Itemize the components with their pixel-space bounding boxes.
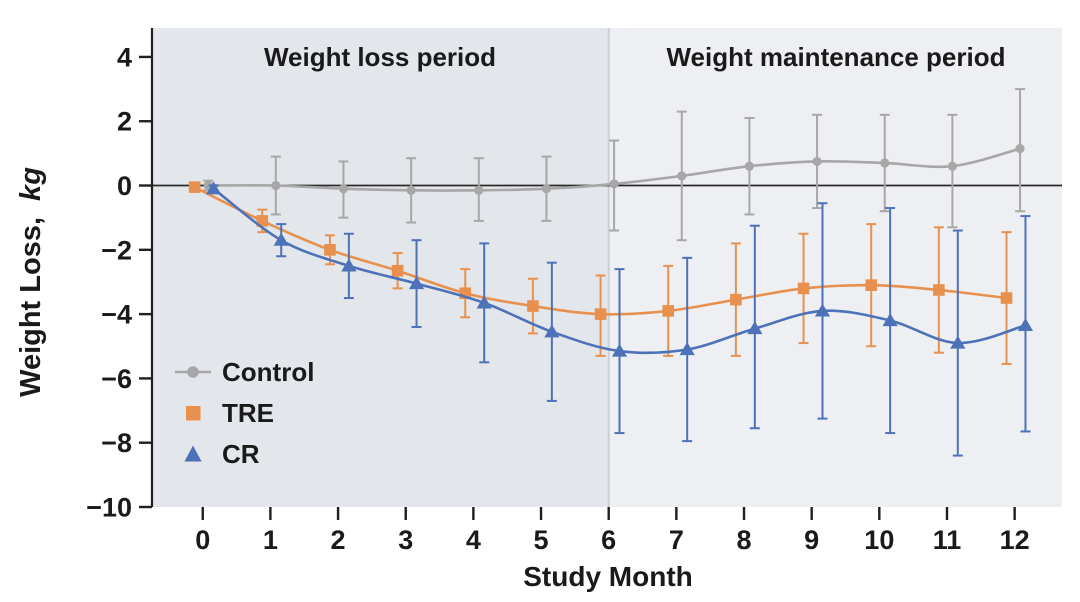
y-axis: 4 2 0 −2 −4 −6 −8 −10 (86, 28, 154, 522)
y-tick-label: 0 (117, 171, 132, 201)
weight-maintenance-period-label: Weight maintenance period (666, 42, 1005, 72)
x-tick-label: 3 (398, 525, 413, 555)
weight-loss-period-label: Weight loss period (264, 42, 496, 72)
x-axis-title: Study Month (523, 561, 693, 592)
series-cr (205, 181, 1034, 457)
series-cr-markers (205, 181, 1034, 357)
tre-legend-marker-icon (186, 406, 201, 421)
legend-label-cr: CR (222, 439, 260, 469)
cr-legend-marker-icon (184, 445, 202, 462)
y-tick-label: −6 (101, 364, 132, 394)
y-tick-label: −4 (101, 300, 132, 330)
x-tick-label: 10 (864, 525, 894, 555)
series-control-markers (203, 143, 1025, 195)
x-tick-label: 12 (1000, 525, 1030, 555)
y-tick-label: −10 (86, 492, 132, 522)
x-axis: 0 1 2 3 4 5 6 7 8 9 10 11 12 (195, 507, 1030, 555)
y-tick-label: −8 (101, 428, 132, 458)
period-region-1 (608, 28, 1062, 507)
legend: Control TRE CR (175, 357, 314, 469)
series-tre-markers (188, 181, 1013, 320)
y-axis-title-unit: kg (15, 167, 47, 201)
x-tick-label: 2 (331, 525, 346, 555)
control-legend-marker-icon (187, 366, 199, 378)
legend-label-control: Control (222, 357, 314, 387)
series-tre (188, 181, 1013, 365)
y-tick-label: 2 (117, 107, 132, 137)
plot-area: 420−2−4−6−8−100 1 2 3 4 5 6 7 8 9 10 11 12 (86, 28, 1062, 555)
x-tick-label: 8 (736, 525, 751, 555)
x-tick-label: 6 (601, 525, 616, 555)
legend-item-tre: TRE (186, 398, 274, 428)
y-tick-label: 4 (117, 42, 132, 72)
y-tick-label: −2 (101, 235, 132, 265)
y-axis-title-text: Weight Loss, (15, 217, 47, 397)
legend-item-cr: CR (184, 439, 260, 469)
x-tick-label: 11 (933, 525, 962, 555)
legend-label-tre: TRE (222, 398, 274, 428)
x-tick-label: 0 (195, 525, 210, 555)
x-tick-label: 7 (669, 525, 684, 555)
period-region-0 (152, 28, 609, 507)
x-tick-label: 4 (466, 525, 481, 555)
x-tick-label: 5 (534, 525, 549, 555)
series-control (203, 88, 1026, 242)
x-tick-label: 9 (804, 525, 819, 555)
y-axis-title: Weight Loss, kg (15, 167, 47, 397)
legend-item-control: Control (175, 357, 314, 387)
x-tick-label: 1 (263, 525, 278, 555)
